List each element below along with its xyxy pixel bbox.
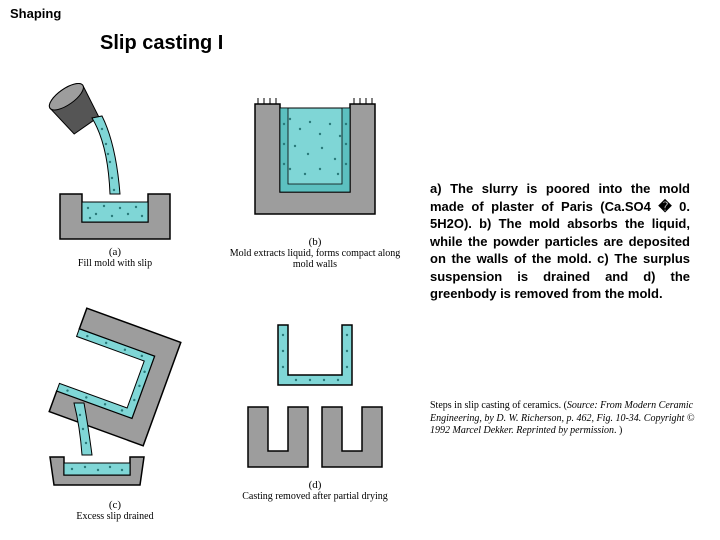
page-header: Shaping (10, 6, 61, 21)
panel-b: (b) Mold extracts liquid, forms compact … (220, 74, 410, 289)
diagram-a (30, 74, 200, 244)
panel-b-label: (b) (220, 236, 410, 248)
panel-a-desc: Fill mold with slip (20, 258, 210, 269)
diagram-c (30, 307, 200, 497)
diagram-grid: (a) Fill mold with slip (20, 74, 410, 522)
description-paragraph: a) The slurry is poored into the mold ma… (430, 180, 690, 303)
panel-a: (a) Fill mold with slip (20, 74, 210, 289)
source-end: . ) (614, 425, 622, 436)
panel-d-label: (d) (220, 479, 410, 491)
panel-c: (c) Excess slip drained (20, 307, 210, 522)
panel-b-desc: Mold extracts liquid, forms compact alon… (220, 248, 410, 270)
panel-a-label: (a) (20, 246, 210, 258)
diagram-b (230, 74, 400, 234)
diagram-d (230, 307, 400, 477)
panel-c-desc: Excess slip drained (20, 511, 210, 522)
panel-d: (d) Casting removed after partial drying (220, 307, 410, 522)
source-caption: Steps in slip casting of ceramics. (Sour… (430, 400, 702, 438)
panel-c-label: (c) (20, 499, 210, 511)
panel-d-desc: Casting removed after partial drying (220, 491, 410, 502)
source-lead: Steps in slip casting of ceramics. ( (430, 400, 567, 411)
page-title: Slip casting I (100, 32, 223, 55)
